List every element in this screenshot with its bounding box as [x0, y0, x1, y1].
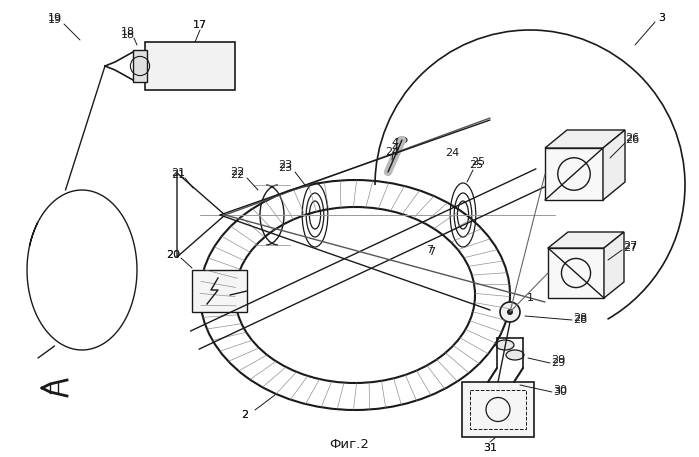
Text: 7: 7 [426, 245, 433, 255]
Text: 23: 23 [278, 163, 292, 173]
Text: Фиг.2: Фиг.2 [329, 439, 370, 452]
Text: 25: 25 [469, 160, 483, 170]
Bar [470, 390, 526, 429]
Text: 27: 27 [623, 241, 637, 251]
Text: 22: 22 [230, 170, 244, 180]
Text: 4: 4 [391, 138, 398, 148]
Text: 19: 19 [48, 15, 62, 25]
Text: 19: 19 [48, 13, 62, 23]
Circle shape [507, 309, 513, 315]
Text: 26: 26 [625, 135, 639, 145]
Text: 26: 26 [625, 133, 639, 143]
Polygon shape [548, 232, 624, 248]
Text: 1: 1 [526, 293, 533, 303]
Bar [192, 270, 247, 312]
Bar [462, 382, 534, 437]
Text: 20: 20 [166, 250, 180, 260]
Text: 24: 24 [385, 147, 399, 157]
Bar [545, 148, 603, 200]
Text: 30: 30 [553, 385, 567, 395]
Bar [133, 50, 147, 82]
Text: 2: 2 [241, 410, 249, 420]
Text: 23: 23 [278, 160, 292, 170]
Polygon shape [604, 232, 624, 298]
Text: 21: 21 [171, 168, 185, 178]
Text: 31: 31 [483, 443, 497, 453]
Text: 25: 25 [471, 157, 485, 167]
Text: 28: 28 [573, 313, 587, 323]
Bar [548, 248, 604, 298]
Text: 18: 18 [121, 30, 135, 40]
Text: 3: 3 [658, 13, 665, 23]
Bar [145, 42, 235, 90]
Text: 4: 4 [391, 143, 398, 153]
Text: 17: 17 [193, 20, 207, 30]
Text: 2: 2 [241, 410, 249, 420]
Text: 17: 17 [193, 20, 207, 30]
Text: 29: 29 [551, 358, 565, 368]
Text: 24: 24 [445, 148, 459, 158]
Text: 7: 7 [428, 247, 435, 257]
Text: 20: 20 [166, 250, 180, 260]
Circle shape [500, 302, 520, 322]
Text: 29: 29 [551, 355, 565, 365]
Text: 21: 21 [171, 170, 185, 180]
Text: 27: 27 [623, 243, 637, 253]
Text: 31: 31 [483, 443, 497, 453]
Polygon shape [545, 130, 625, 148]
Text: 3: 3 [658, 13, 665, 23]
Text: 28: 28 [573, 315, 587, 325]
Polygon shape [603, 130, 625, 200]
Text: 22: 22 [230, 167, 244, 177]
Ellipse shape [496, 340, 514, 350]
Text: 18: 18 [121, 27, 135, 37]
Ellipse shape [506, 350, 524, 360]
Text: 30: 30 [553, 387, 567, 397]
